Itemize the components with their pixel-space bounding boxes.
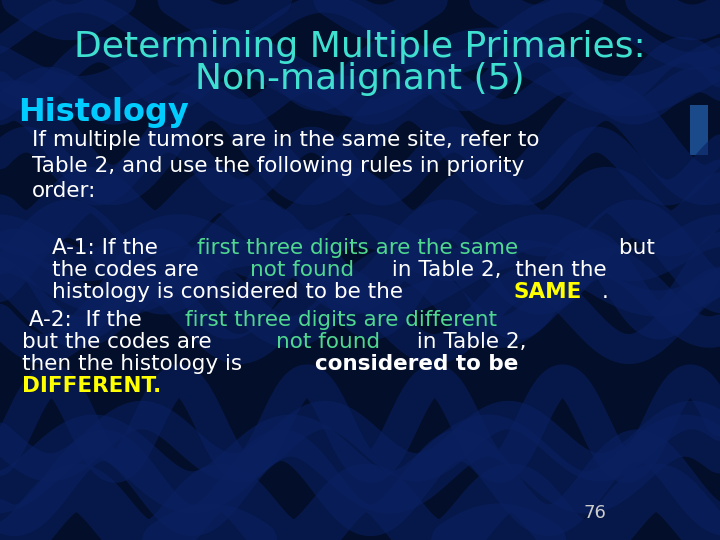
- Text: then the histology is: then the histology is: [22, 354, 249, 374]
- Text: but the codes are: but the codes are: [22, 332, 218, 352]
- Text: 76: 76: [584, 504, 606, 522]
- Text: If multiple tumors are in the same site, refer to
Table 2, and use the following: If multiple tumors are in the same site,…: [32, 130, 539, 201]
- Text: Histology: Histology: [18, 97, 189, 128]
- Text: A-2:  If the: A-2: If the: [22, 310, 148, 330]
- Text: Determining Multiple Primaries:: Determining Multiple Primaries:: [74, 30, 646, 64]
- Text: but: but: [612, 238, 654, 258]
- Text: .: .: [602, 282, 609, 302]
- Text: not found: not found: [276, 332, 379, 352]
- Text: considered to be: considered to be: [315, 354, 518, 374]
- Text: DIFFERENT.: DIFFERENT.: [22, 376, 161, 396]
- Text: SAME: SAME: [514, 282, 582, 302]
- Text: A-1: If the: A-1: If the: [52, 238, 165, 258]
- Bar: [690, 105, 708, 155]
- Text: the codes are: the codes are: [52, 260, 206, 280]
- Text: not found: not found: [251, 260, 354, 280]
- Text: first three digits are different: first three digits are different: [185, 310, 498, 330]
- Text: in Table 2,: in Table 2,: [410, 332, 526, 352]
- Text: first three digits are the same: first three digits are the same: [197, 238, 518, 258]
- Text: histology is considered to be the: histology is considered to be the: [52, 282, 410, 302]
- Text: Non-malignant (5): Non-malignant (5): [195, 62, 525, 96]
- Text: in Table 2,  then the: in Table 2, then the: [384, 260, 606, 280]
